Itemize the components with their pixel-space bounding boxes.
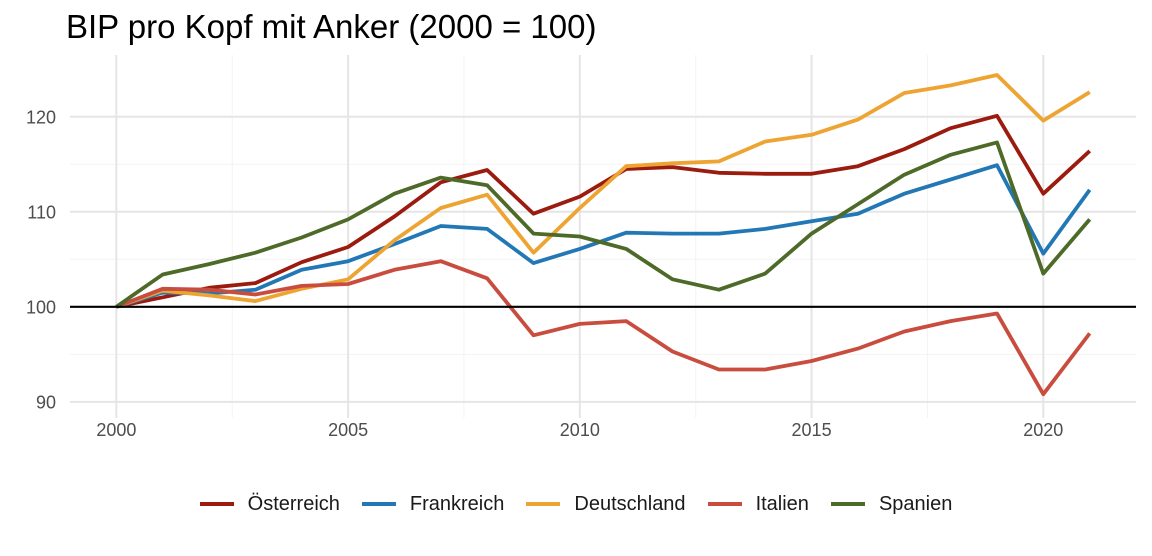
x-tick-label: 2005: [328, 420, 368, 440]
legend-label: Spanien: [879, 493, 952, 516]
series-line: [116, 75, 1089, 307]
legend-key: [708, 502, 742, 506]
legend-item: Italien: [708, 493, 809, 516]
legend-item: Deutschland: [526, 493, 685, 516]
y-tick-label: 120: [26, 107, 56, 127]
tick-labels: 2000 2005 2010 2015 2020 90 100 110 120: [26, 107, 1063, 440]
x-tick-label: 2010: [560, 420, 600, 440]
legend-item: Spanien: [831, 493, 952, 516]
legend-label: Frankreich: [410, 493, 504, 516]
major-gridlines: [70, 55, 1136, 418]
legend-item: Frankreich: [362, 493, 504, 516]
x-tick-label: 2020: [1023, 420, 1063, 440]
series-lines: [116, 75, 1089, 394]
legend-key: [526, 502, 560, 506]
legend-label: Österreich: [248, 493, 340, 516]
legend-item: Österreich: [200, 493, 340, 516]
legend-key: [200, 502, 234, 506]
x-tick-label: 2000: [96, 420, 136, 440]
y-tick-label: 90: [36, 392, 56, 412]
legend-key: [362, 502, 396, 506]
x-tick-label: 2015: [792, 420, 832, 440]
minor-gridlines: [70, 55, 1136, 418]
y-tick-label: 100: [26, 297, 56, 317]
line-chart: 2000 2005 2010 2015 2020 90 100 110 120: [0, 0, 1152, 480]
legend-label: Italien: [756, 493, 809, 516]
series-line: [116, 142, 1089, 306]
legend: Österreich Frankreich Deutschland Italien Sp…: [0, 488, 1152, 520]
legend-label: Deutschland: [574, 493, 685, 516]
y-tick-label: 110: [27, 202, 56, 222]
legend-key: [831, 502, 865, 506]
